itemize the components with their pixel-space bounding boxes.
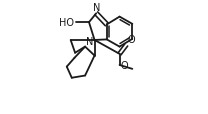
Text: O: O xyxy=(120,60,128,70)
Text: N: N xyxy=(86,37,93,47)
Text: O: O xyxy=(127,35,135,45)
Text: HO: HO xyxy=(59,18,74,28)
Text: N: N xyxy=(93,3,100,13)
